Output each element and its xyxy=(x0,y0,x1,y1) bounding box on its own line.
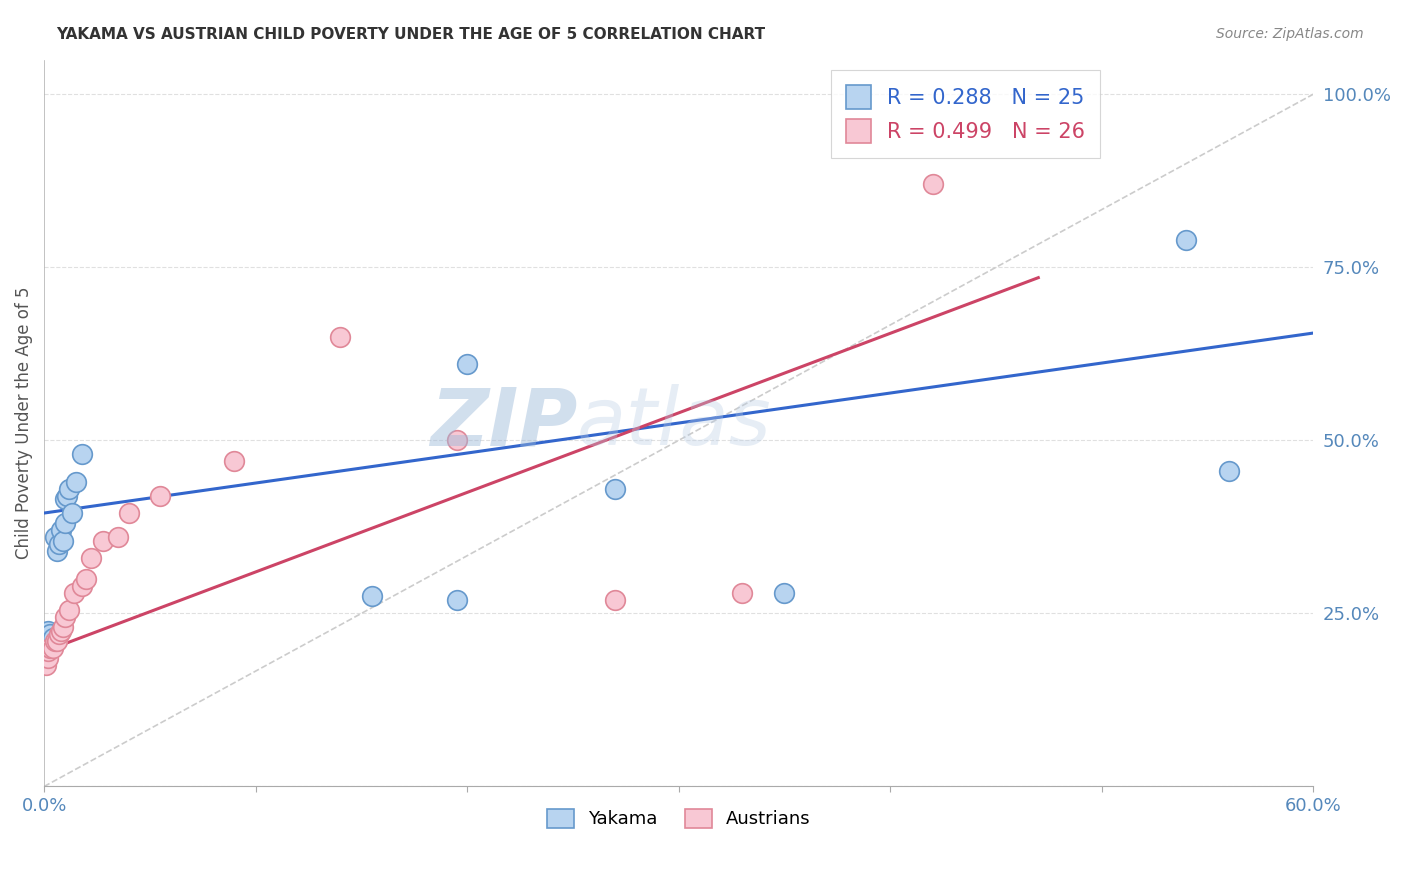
Legend: Yakama, Austrians: Yakama, Austrians xyxy=(540,802,818,836)
Point xyxy=(44,530,66,544)
Point xyxy=(446,434,468,448)
Point xyxy=(35,631,58,645)
Point xyxy=(37,624,59,638)
Point xyxy=(224,454,246,468)
Text: ZIP: ZIP xyxy=(430,384,576,462)
Point xyxy=(605,592,627,607)
Point xyxy=(91,533,114,548)
Point xyxy=(35,658,58,673)
Point xyxy=(107,530,129,544)
Point xyxy=(41,640,63,655)
Point xyxy=(731,585,754,599)
Point xyxy=(45,544,67,558)
Point xyxy=(52,620,75,634)
Point xyxy=(44,634,66,648)
Point xyxy=(60,506,83,520)
Text: Source: ZipAtlas.com: Source: ZipAtlas.com xyxy=(1216,27,1364,41)
Point xyxy=(35,627,58,641)
Point xyxy=(49,624,72,638)
Point xyxy=(58,482,80,496)
Point xyxy=(75,572,97,586)
Point xyxy=(456,357,478,371)
Point xyxy=(70,579,93,593)
Point xyxy=(1218,465,1240,479)
Point xyxy=(53,492,76,507)
Point xyxy=(48,627,70,641)
Point xyxy=(49,524,72,538)
Text: atlas: atlas xyxy=(576,384,772,462)
Point xyxy=(53,516,76,531)
Point xyxy=(79,551,101,566)
Point xyxy=(39,627,62,641)
Point xyxy=(118,506,141,520)
Point xyxy=(921,178,943,192)
Point xyxy=(41,631,63,645)
Point xyxy=(65,475,87,489)
Point xyxy=(56,489,79,503)
Point xyxy=(53,610,76,624)
Point xyxy=(62,585,84,599)
Point xyxy=(329,329,352,343)
Point xyxy=(39,640,62,655)
Text: YAKAMA VS AUSTRIAN CHILD POVERTY UNDER THE AGE OF 5 CORRELATION CHART: YAKAMA VS AUSTRIAN CHILD POVERTY UNDER T… xyxy=(56,27,765,42)
Point xyxy=(773,585,796,599)
Point xyxy=(37,634,59,648)
Point xyxy=(149,489,172,503)
Point xyxy=(45,634,67,648)
Point xyxy=(446,592,468,607)
Point xyxy=(37,644,59,658)
Point xyxy=(52,533,75,548)
Point xyxy=(58,603,80,617)
Point xyxy=(48,537,70,551)
Point xyxy=(37,651,59,665)
Y-axis label: Child Poverty Under the Age of 5: Child Poverty Under the Age of 5 xyxy=(15,287,32,559)
Point xyxy=(70,447,93,461)
Point xyxy=(1175,233,1198,247)
Point xyxy=(361,589,384,603)
Point xyxy=(605,482,627,496)
